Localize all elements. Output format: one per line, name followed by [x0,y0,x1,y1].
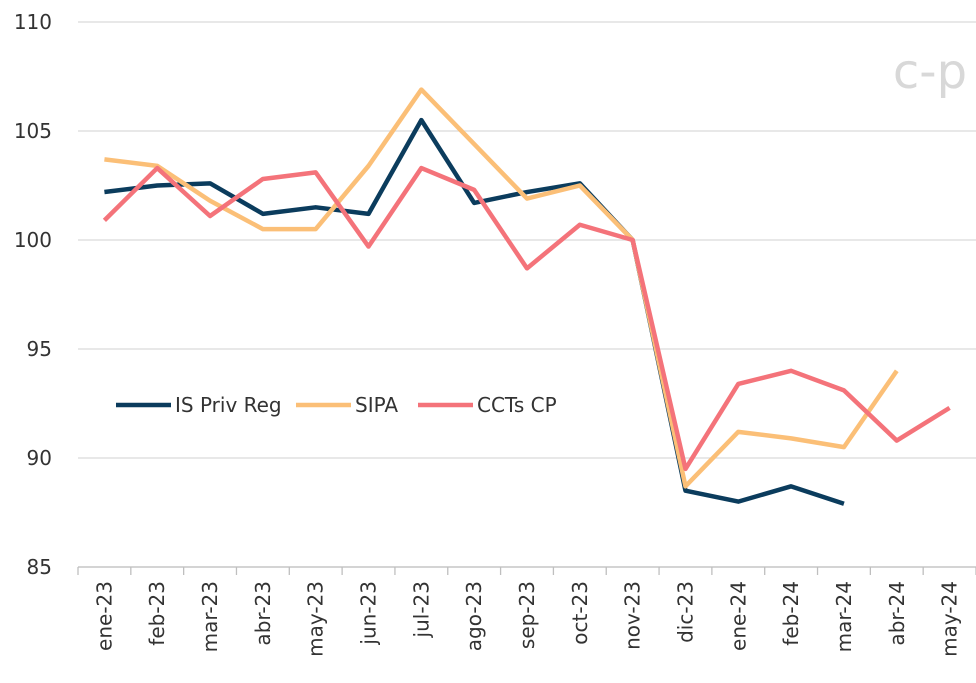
watermark: c-p [893,44,967,100]
x-tick-label: abr-24 [885,581,909,646]
y-tick-label: 105 [14,119,52,143]
x-tick-label: may-23 [304,581,328,657]
x-tick-label: ago-23 [462,581,486,651]
y-tick-label: 85 [27,555,52,579]
x-tick-label: feb-24 [779,581,803,646]
x-tick-label: mar-23 [198,581,222,652]
x-tick-label: ene-23 [92,581,116,651]
series-line [104,87,899,489]
x-tick-label: oct-23 [568,581,592,645]
series-line [104,117,845,506]
x-tick-label: dic-23 [673,581,697,643]
legend-label: IS Priv Reg [175,393,282,417]
x-tick-label: ene-24 [726,581,750,651]
x-tick-label: jul-23 [409,581,433,638]
series-line [102,165,951,472]
x-tick-label: may-24 [938,581,962,657]
x-tick-label: mar-24 [832,581,856,652]
y-tick-label: 100 [14,228,52,252]
x-tick-label: nov-23 [621,581,645,650]
legend-label: SIPA [355,393,398,417]
x-tick-label: jun-23 [357,581,381,646]
x-tick-label: sep-23 [515,581,539,649]
y-tick-label: 110 [14,10,52,34]
legend-label: CCTs CP [477,393,557,417]
x-tick-label: abr-23 [251,581,275,646]
y-tick-label: 90 [27,446,52,470]
x-tick-label: feb-23 [145,581,169,646]
y-tick-label: 95 [27,337,52,361]
